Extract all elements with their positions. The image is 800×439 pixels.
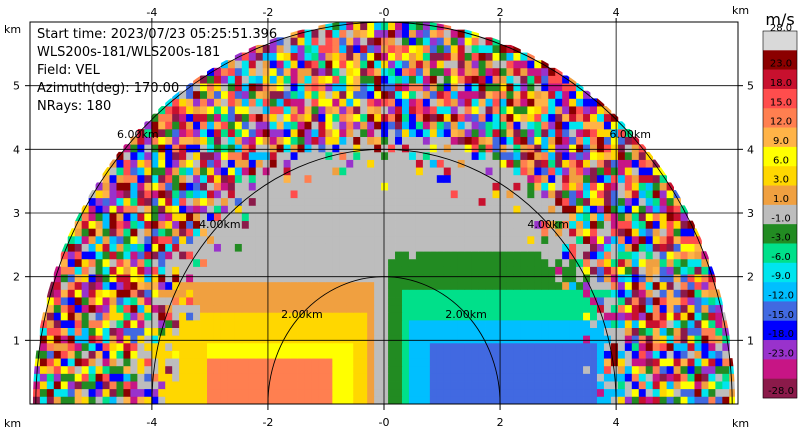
- colorbar-label: 9.0: [773, 136, 789, 147]
- colorbar-swatch: [763, 146, 797, 167]
- axis-ticks: -4 -4 -2 -2 -0 -0 2 2 4 4 1 1 2 2 3 3 4 4 5 5 km km km km: [4, 4, 754, 430]
- x-tick-label-top: -0: [379, 6, 390, 19]
- colorbar-label: -12.0: [768, 291, 794, 302]
- y-tick-label: 4: [13, 143, 20, 156]
- x-tick-label-top: -4: [146, 6, 157, 19]
- colorbar-label: -1.0: [771, 213, 791, 224]
- start-time-label: Start time: 2023/07/23 05:25:51.396: [37, 27, 278, 42]
- y-tick-label: 1: [13, 334, 20, 347]
- km-unit-label: km: [4, 23, 21, 36]
- colorbar-swatch: [763, 320, 797, 341]
- x-tick-label: -4: [146, 416, 157, 429]
- colorbar-label: -6.0: [771, 252, 791, 263]
- y-tick-label: 5: [13, 80, 20, 93]
- colorbar: 28.0 23.0 18.0 15.0 12.0 9.0 6.0 3.0 1.0 -1.0 -3.0…: [762, 10, 798, 399]
- colorbar-label: -23.0: [768, 348, 794, 359]
- km-unit-label: km: [732, 4, 749, 17]
- y-tick-label-right: 1: [747, 334, 754, 347]
- colorbar-swatch: [763, 204, 797, 225]
- x-tick-label: 2: [497, 416, 504, 429]
- km-unit-label: km: [4, 417, 21, 430]
- x-tick-label-top: 2: [497, 6, 504, 19]
- colorbar-swatch: [763, 224, 797, 244]
- y-tick-label-right: 2: [747, 271, 754, 284]
- nrays-label: NRays: 180: [37, 99, 112, 114]
- colorbar-swatch: [763, 340, 797, 360]
- colorbar-label: -15.0: [768, 310, 794, 321]
- colorbar-label: 15.0: [770, 97, 792, 108]
- y-tick-label-right: 5: [747, 80, 754, 93]
- colorbar-swatch: [763, 301, 797, 322]
- x-tick-label-top: 4: [613, 6, 620, 19]
- km-unit-label: km: [732, 417, 749, 430]
- colorbar-swatch: [763, 50, 797, 70]
- colorbar-label: -28.0: [768, 386, 794, 397]
- instrument-label: WLS200s-181/WLS200s-181: [37, 45, 221, 60]
- colorbar-label: -9.0: [771, 271, 791, 282]
- y-tick-label-right: 4: [747, 143, 754, 156]
- range-ring-label: 4.00km: [527, 218, 569, 231]
- colorbar-unit: m/s: [765, 10, 794, 29]
- colorbar-swatch: [763, 166, 797, 186]
- colorbar-swatch: [763, 243, 797, 264]
- x-tick-label: 4: [613, 416, 620, 429]
- colorbar-swatch: [763, 108, 797, 128]
- colorbar-label: 23.0: [770, 59, 792, 70]
- colorbar-swatch: [763, 185, 797, 206]
- x-tick-label-top: -2: [262, 6, 273, 19]
- field-label: Field: VEL: [37, 63, 100, 78]
- colorbar-swatch: [763, 282, 797, 302]
- colorbar-swatch: [763, 359, 797, 379]
- x-tick-label: -2: [262, 416, 273, 429]
- colorbar-swatch: [763, 262, 797, 283]
- y-tick-label-right: 3: [747, 207, 754, 220]
- colorbar-swatch: [763, 378, 797, 399]
- colorbar-label: 6.0: [773, 155, 789, 166]
- colorbar-label: 3.0: [773, 175, 789, 186]
- colorbar-label: 18.0: [770, 78, 792, 89]
- y-tick-label: 2: [13, 271, 20, 284]
- azimuth-label: Azimuth(deg): 170.00: [37, 81, 180, 96]
- colorbar-label: 1.0: [773, 194, 789, 205]
- colorbar-label: -3.0: [771, 233, 791, 244]
- velocity-field: [32, 22, 736, 404]
- colorbar-swatch: [763, 88, 797, 109]
- colorbar-swatch: [763, 69, 797, 90]
- range-ring-label: 2.00km: [281, 308, 323, 321]
- colorbar-label: 12.0: [770, 117, 792, 128]
- range-ring-label: 4.00km: [199, 218, 241, 231]
- colorbar-label: -18.0: [768, 329, 794, 340]
- colorbar-label: 28.0: [770, 23, 792, 34]
- colorbar-swatch: [763, 31, 797, 51]
- x-tick-label: -0: [379, 416, 390, 429]
- range-ring-label: 2.00km: [445, 308, 487, 321]
- range-ring-label: 6.00km: [609, 128, 651, 141]
- range-ring-label: 6.00km: [117, 128, 159, 141]
- y-tick-label: 3: [13, 207, 20, 220]
- info-panel: Start time: 2023/07/23 05:25:51.396 WLS2…: [37, 26, 277, 116]
- colorbar-swatch: [763, 127, 797, 148]
